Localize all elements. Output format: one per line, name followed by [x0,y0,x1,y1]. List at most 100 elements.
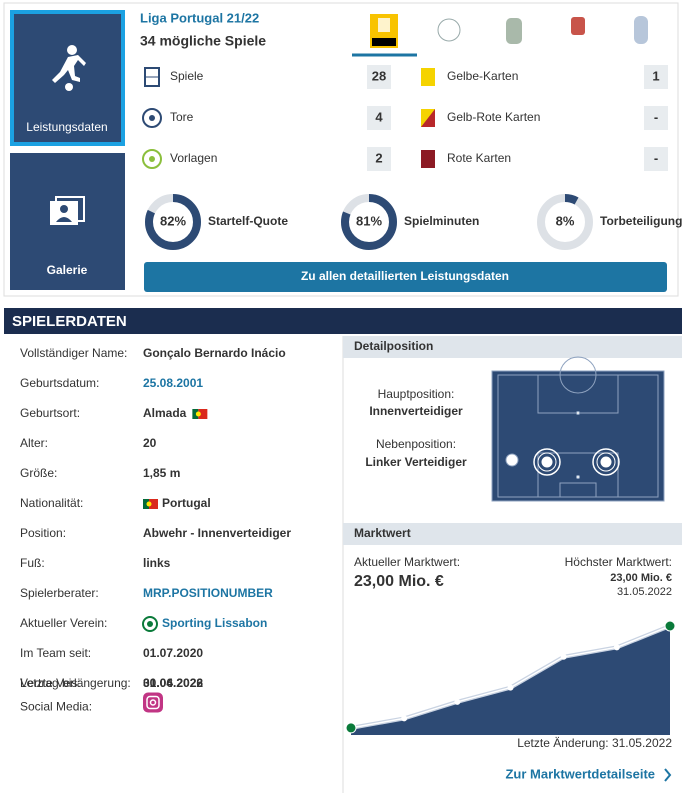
row-value: 30.06.2026 [143,676,203,690]
donut-arc [341,194,397,250]
market-value-label: Aktueller Marktwert: [354,555,460,569]
donut-label: Startelf-Quote [208,214,288,228]
market-value-point[interactable] [345,722,357,734]
row-label: Fuß: [20,556,45,570]
market-value-point[interactable] [401,715,408,722]
row-label: Im Team seit: [20,646,91,660]
row-value: links [143,556,171,570]
position-value: Linker Verteidiger [365,455,467,469]
stat-box [367,106,391,130]
instagram-icon [149,699,157,706]
position-markers [505,448,620,476]
row-value[interactable]: 25.08.2001 [143,376,203,390]
market-value-point[interactable] [454,698,461,705]
position-label: Nebenposition: [376,437,456,451]
flag [143,499,149,509]
row-label: Vollständiger Name: [20,346,127,360]
row-label: Letzte Verlängerung: [20,676,131,690]
player-icon [52,45,86,91]
row-label: Geburtsdatum: [20,376,99,390]
market-value-date: 31.05.2022 [617,586,672,598]
row-value[interactable]: MRP.POSITIONUMBER [143,586,273,600]
stat-icon [149,156,155,162]
row-value: 01.07.2020 [143,646,203,660]
box-title: Marktwert [354,526,411,540]
box-title: Detailposition [354,339,433,353]
details-button[interactable] [144,262,667,292]
instagram-icon[interactable] [143,692,163,713]
row-value: Gonçalo Bernardo Inácio [143,346,286,360]
section-title: SPIELERDATEN [12,313,127,330]
club-logo [147,621,153,627]
market-value-point[interactable] [560,653,567,660]
stat-box [644,147,668,171]
row-label: Größe: [20,466,57,480]
row-value[interactable]: Sporting Lissabon [162,616,267,630]
position-value: Innenverteidiger [369,404,463,418]
stat-value: - [654,109,658,124]
card-label: Gelbe-Karten [447,69,518,83]
stat-box [367,65,391,89]
box-header [343,336,682,358]
stat-value: 2 [375,150,382,165]
stat-box [367,147,391,171]
stat-box [644,106,668,130]
row-value: 20 [143,436,157,450]
competition-title: Liga Portugal 21/22 [140,10,259,25]
flag [198,409,208,419]
market-value-link[interactable]: Zur Marktwertdetailseite [505,766,655,781]
stat-value: 1 [652,68,659,83]
stat-icon [149,115,155,121]
link-arrow [664,768,672,782]
flag [195,411,201,417]
section-header [4,308,682,334]
row-label: Social Media: [20,700,92,714]
last-change: Letzte Änderung: 31.05.2022 [517,736,672,750]
card-label: Gelb-Rote Karten [447,110,540,124]
card-icon [421,109,435,127]
card-icon [421,150,435,168]
row-label: Vertrag bis: [20,676,81,690]
possible-games: 34 mögliche Spiele [140,33,266,49]
tab-label: Leistungsdaten [26,120,107,134]
logo[interactable] [506,18,522,44]
market-value-point[interactable] [507,684,514,691]
market-value-label: Höchster Marktwert: [565,555,672,569]
tab-label: Galerie [47,263,88,277]
donut-arc [145,194,201,250]
logo[interactable] [634,16,648,44]
row-label: Nationalität: [20,496,83,510]
row-value: 1,85 m [143,466,180,480]
stat-label: Tore [170,110,194,124]
logo[interactable] [437,18,461,42]
instagram-icon [146,695,160,710]
card-label: Rote Karten [447,151,511,165]
donut-value: 81% [356,213,382,228]
flag [192,409,199,419]
flag [146,501,152,507]
donut-arc [537,194,593,250]
tab-performance[interactable] [10,10,125,146]
stat-box [644,65,668,89]
row-value: Almada [143,406,187,420]
row-label: Position: [20,526,66,540]
donut-label: Spielminuten [404,214,479,228]
competition-logos [352,14,648,57]
market-value-point[interactable] [613,644,620,651]
position-label: Hauptposition: [378,387,455,401]
stat-value: 4 [375,109,383,124]
donut-value: 82% [160,213,186,228]
logo[interactable] [571,17,585,35]
stat-value: - [654,150,658,165]
flag [149,499,158,509]
stat-value: 28 [372,68,386,83]
box-header [343,523,682,545]
row-label: Alter: [20,436,48,450]
gallery-icon [50,196,85,225]
row-value: Abwehr - Innenverteidiger [143,526,291,540]
row-label: Geburtsort: [20,406,80,420]
market-value-point[interactable] [664,620,676,632]
stat-label: Vorlagen [170,151,217,165]
